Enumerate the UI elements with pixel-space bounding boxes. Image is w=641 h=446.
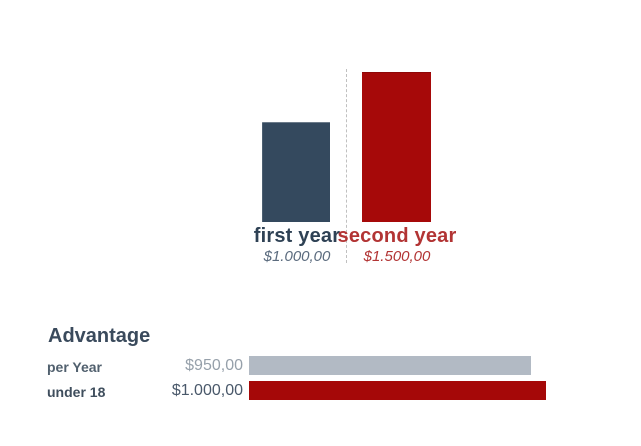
advantage-bar-per-year	[249, 356, 531, 375]
first-year-label: first year	[253, 225, 341, 247]
second-year-value: $1.500,00	[363, 248, 431, 265]
advantage-row-label-per-year: per Year	[47, 359, 103, 375]
dashed-divider	[346, 69, 347, 263]
second-year-label: second year	[337, 225, 457, 247]
second-year-bar	[362, 72, 431, 222]
first-year-bar	[262, 122, 330, 222]
advantage-title: Advantage	[48, 325, 151, 347]
advantage-bar-under-18	[249, 381, 546, 400]
advantage-row-value-under-18: $1.000,00	[171, 382, 243, 399]
advantage-row-label-under-18: under 18	[47, 384, 106, 400]
advantage-row-value-per-year: $950,00	[185, 357, 243, 374]
first-year-value: $1.000,00	[263, 248, 331, 265]
